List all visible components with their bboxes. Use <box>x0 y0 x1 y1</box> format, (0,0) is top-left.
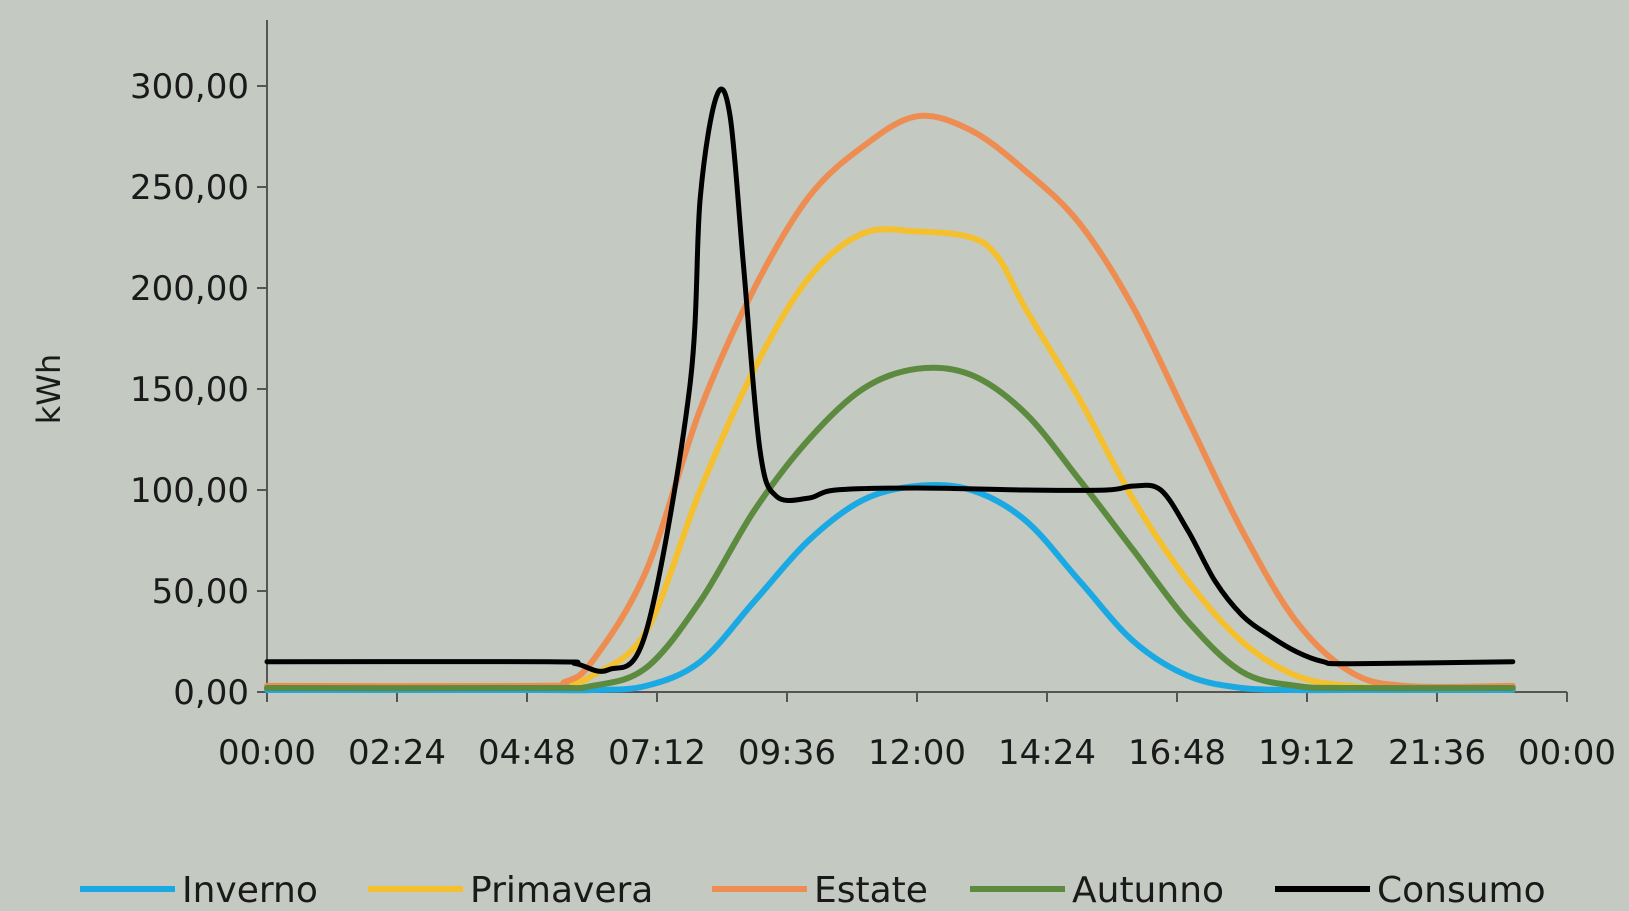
x-tick-label: 16:48 <box>1128 733 1226 773</box>
x-tick-label: 04:48 <box>478 733 576 773</box>
series-line-estate <box>264 112 1516 690</box>
y-axis-title: kWh <box>30 354 68 424</box>
x-tick-label: 12:00 <box>868 733 966 773</box>
y-tick-label: 100,00 <box>130 471 249 511</box>
y-tick-label: 50,00 <box>152 572 249 612</box>
y-tick-label: 0,00 <box>173 673 249 713</box>
x-tick-label: 02:24 <box>348 733 446 773</box>
y-tick-label: 200,00 <box>130 269 249 309</box>
legend-label-estate: Estate <box>814 870 928 911</box>
legend-label-inverno: Inverno <box>182 870 318 911</box>
x-tick-label: 00:00 <box>218 733 316 773</box>
series-line-inverno <box>264 482 1516 694</box>
x-tick-label: 14:24 <box>998 733 1096 773</box>
chart-axes <box>266 20 1567 693</box>
x-tick-label: 19:12 <box>1258 733 1356 773</box>
series-line-primavera <box>264 226 1516 692</box>
series-line-consumo <box>264 86 1516 674</box>
y-tick-label: 150,00 <box>130 370 249 410</box>
y-tick-label: 300,00 <box>130 67 249 107</box>
legend-label-primavera: Primavera <box>470 870 653 911</box>
x-tick-label: 21:36 <box>1388 733 1486 773</box>
chart-legend: Inverno Primavera Estate Autunno Consumo <box>80 870 1546 911</box>
x-tick-label: 09:36 <box>738 733 836 773</box>
legend-label-autunno: Autunno <box>1072 870 1224 911</box>
legend-label-consumo: Consumo <box>1377 870 1546 911</box>
x-tick-label: 00:00 <box>1518 733 1616 773</box>
y-tick-label: 250,00 <box>130 168 249 208</box>
x-axis-ticks: 00:00 02:24 04:48 07:12 09:36 12:00 14:24 16:48… <box>218 692 1616 773</box>
x-tick-label: 07:12 <box>608 733 706 773</box>
series-lines <box>264 86 1516 694</box>
series-line-autunno <box>264 364 1516 692</box>
y-axis-ticks: 0,00 50,00 100,00 150,00 200,00 250,00 300,00 <box>130 67 267 713</box>
